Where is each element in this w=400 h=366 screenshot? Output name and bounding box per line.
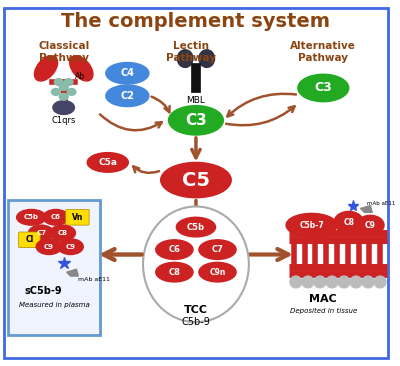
Text: C7: C7	[36, 230, 46, 236]
Ellipse shape	[28, 225, 54, 241]
Ellipse shape	[357, 215, 384, 235]
Text: C6: C6	[51, 214, 61, 220]
FancyBboxPatch shape	[8, 200, 100, 335]
Text: C9: C9	[44, 244, 54, 250]
Ellipse shape	[176, 217, 216, 237]
Text: C5a: C5a	[98, 158, 117, 167]
Circle shape	[374, 276, 386, 288]
Text: MAC: MAC	[310, 294, 337, 304]
Ellipse shape	[106, 85, 149, 107]
Text: mAb aE11: mAb aE11	[367, 201, 396, 206]
FancyBboxPatch shape	[19, 232, 40, 248]
Text: Lectin
Pathway: Lectin Pathway	[166, 41, 216, 63]
Text: C5b-9: C5b-9	[182, 317, 210, 327]
Ellipse shape	[43, 209, 68, 225]
Text: C5b: C5b	[187, 223, 205, 232]
Ellipse shape	[17, 209, 46, 225]
Text: C8: C8	[343, 218, 354, 227]
Text: C9n: C9n	[209, 268, 226, 277]
Text: C9: C9	[365, 221, 376, 229]
Text: C5b-7: C5b-7	[299, 221, 324, 229]
Text: C9: C9	[66, 244, 76, 250]
Ellipse shape	[298, 74, 349, 102]
Circle shape	[302, 276, 314, 288]
Ellipse shape	[168, 106, 223, 135]
Polygon shape	[360, 206, 372, 212]
Text: mAb aE11: mAb aE11	[78, 276, 110, 281]
Text: C4: C4	[120, 68, 134, 78]
Text: C2: C2	[120, 91, 134, 101]
Ellipse shape	[334, 212, 364, 233]
Ellipse shape	[54, 79, 63, 86]
Ellipse shape	[58, 239, 83, 254]
Ellipse shape	[161, 163, 231, 198]
Text: Measured in plasma: Measured in plasma	[18, 302, 89, 309]
Text: C7: C7	[212, 245, 224, 254]
Ellipse shape	[59, 93, 68, 100]
Ellipse shape	[156, 262, 193, 282]
Text: Cl: Cl	[25, 235, 34, 244]
Text: C6: C6	[168, 245, 180, 254]
Ellipse shape	[64, 79, 73, 86]
Circle shape	[326, 276, 338, 288]
Text: Ab: Ab	[76, 72, 86, 81]
Text: C5: C5	[182, 171, 210, 190]
Text: Alternative
Pathway: Alternative Pathway	[290, 41, 356, 63]
Ellipse shape	[199, 50, 214, 67]
Ellipse shape	[59, 83, 68, 90]
Text: Deposited in tissue: Deposited in tissue	[290, 308, 357, 314]
Text: C3: C3	[314, 82, 332, 94]
Ellipse shape	[50, 225, 76, 241]
Ellipse shape	[87, 153, 128, 172]
Ellipse shape	[199, 240, 236, 259]
Ellipse shape	[70, 56, 93, 81]
Circle shape	[290, 276, 302, 288]
Ellipse shape	[106, 63, 149, 84]
Circle shape	[314, 276, 326, 288]
FancyBboxPatch shape	[4, 8, 388, 358]
Circle shape	[338, 276, 350, 288]
Text: MBL: MBL	[186, 96, 205, 105]
Text: C3: C3	[185, 113, 207, 128]
Text: C8: C8	[58, 230, 68, 236]
Text: sC5b-9: sC5b-9	[24, 286, 62, 296]
FancyArrowPatch shape	[105, 250, 142, 259]
Text: C1qrs: C1qrs	[52, 116, 76, 126]
FancyBboxPatch shape	[66, 209, 89, 225]
Circle shape	[350, 276, 362, 288]
Ellipse shape	[52, 89, 60, 95]
Ellipse shape	[67, 89, 76, 95]
Ellipse shape	[34, 56, 58, 81]
Polygon shape	[67, 269, 78, 276]
Ellipse shape	[177, 50, 193, 67]
Ellipse shape	[156, 240, 193, 259]
Text: C8: C8	[168, 268, 180, 277]
Text: The complement system: The complement system	[62, 12, 330, 31]
Circle shape	[362, 276, 374, 288]
Ellipse shape	[36, 239, 62, 254]
Ellipse shape	[53, 101, 74, 115]
Ellipse shape	[143, 206, 249, 322]
Text: C5b: C5b	[24, 214, 39, 220]
Ellipse shape	[199, 262, 236, 282]
Text: TCC: TCC	[184, 305, 208, 315]
Ellipse shape	[286, 213, 337, 237]
Text: Vn: Vn	[72, 213, 83, 222]
Text: Classical
Pathway: Classical Pathway	[38, 41, 89, 63]
